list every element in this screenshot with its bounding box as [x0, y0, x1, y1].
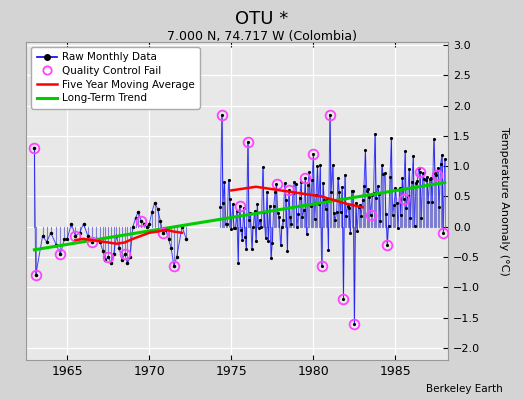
Y-axis label: Temperature Anomaly (°C): Temperature Anomaly (°C) — [499, 127, 509, 275]
Legend: Raw Monthly Data, Quality Control Fail, Five Year Moving Average, Long-Term Tren: Raw Monthly Data, Quality Control Fail, … — [31, 47, 200, 108]
Text: Berkeley Earth: Berkeley Earth — [427, 384, 503, 394]
Text: 7.000 N, 74.717 W (Colombia): 7.000 N, 74.717 W (Colombia) — [167, 30, 357, 43]
Text: OTU *: OTU * — [235, 10, 289, 28]
